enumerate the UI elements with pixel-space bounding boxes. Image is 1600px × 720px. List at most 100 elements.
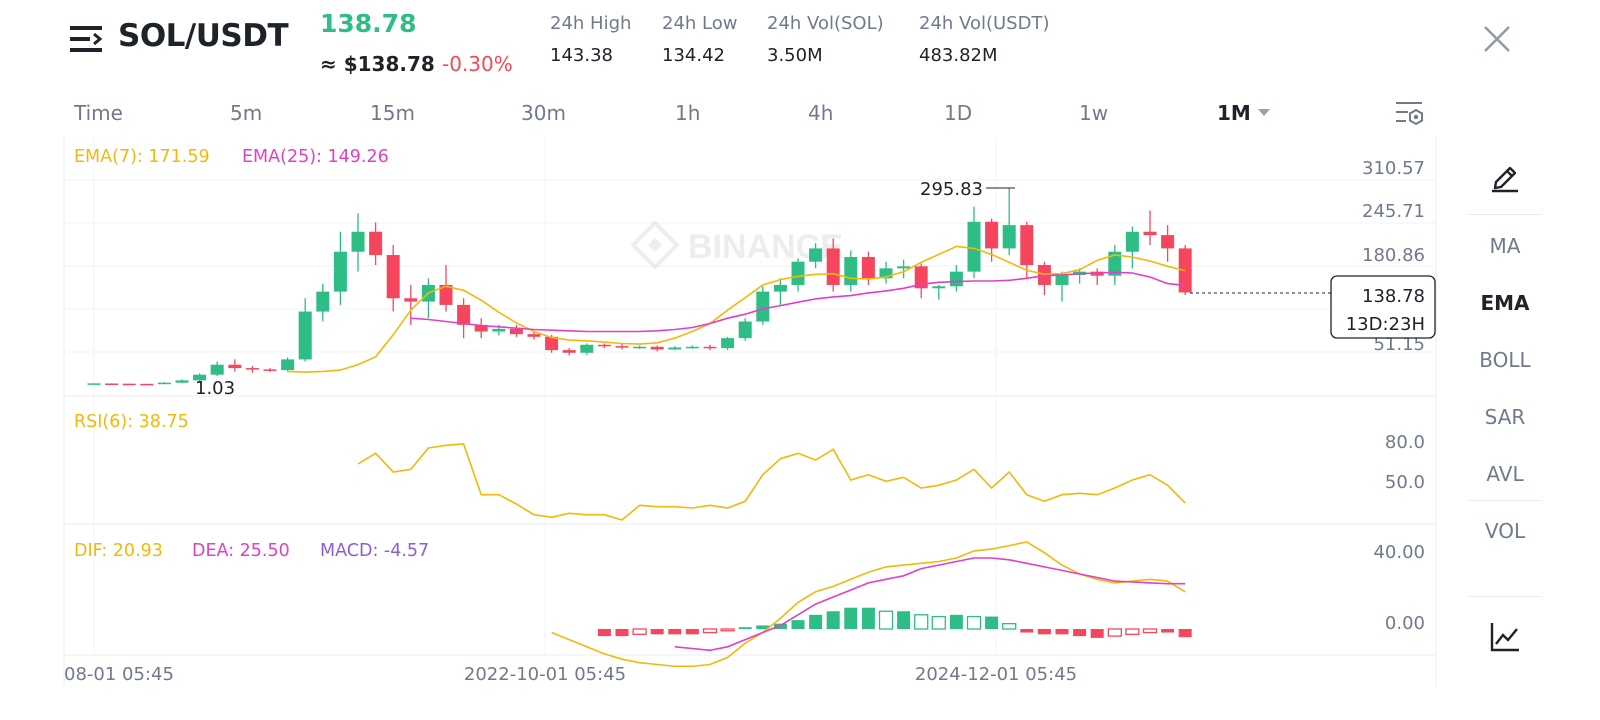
chart-settings-icon[interactable] (1394, 99, 1426, 129)
candle-body (703, 346, 717, 349)
price-tick: 180.86 (1362, 245, 1425, 266)
indicator-sar[interactable]: SAR (1484, 405, 1526, 429)
ema25-line (410, 271, 1186, 333)
macd-histogram-bar (985, 616, 999, 629)
indicator-boll[interactable]: BOLL (1479, 348, 1531, 372)
candle-body (615, 346, 629, 348)
macd-histogram-bar (685, 629, 699, 635)
macd-histogram-bar (615, 629, 629, 637)
candle-body (281, 359, 295, 371)
rsi-line (357, 443, 1186, 521)
tab-1h[interactable]: 1h (675, 101, 701, 125)
close-icon[interactable] (1480, 22, 1514, 56)
indicator-ema[interactable]: EMA (1480, 291, 1530, 315)
stat-label-24h-vol-sol: 24h Vol(SOL) (767, 13, 884, 34)
indicator-avl[interactable]: AVL (1486, 462, 1524, 486)
tab-time[interactable]: Time (74, 101, 123, 125)
candle-body (1161, 235, 1175, 249)
chevron-down-icon[interactable] (1258, 109, 1270, 116)
candle-body (633, 346, 647, 349)
candle-body (738, 321, 752, 339)
candle-body (773, 284, 787, 292)
macd-histogram-bar (931, 615, 946, 630)
candle-body (1125, 231, 1139, 252)
macd-histogram-bar (738, 627, 752, 629)
macd-histogram-bar (878, 610, 894, 630)
stat-label-24h-vol-usdt: 24h Vol(USDT) (919, 13, 1050, 34)
candle-body (721, 338, 735, 349)
candle-body (1108, 251, 1122, 276)
tab-4h[interactable]: 4h (808, 101, 834, 125)
usd-price: ≈ $138.78 (320, 52, 435, 76)
candle-body (474, 324, 488, 332)
candle-body (140, 383, 154, 386)
candle-body (316, 291, 330, 312)
tab-1m[interactable]: 1M (1217, 101, 1251, 125)
macd-histogram-bar (1090, 629, 1104, 638)
stat-value-24h-vol-usdt: 483.82M (919, 45, 998, 66)
candle-body (457, 304, 471, 325)
macd-series (551, 541, 1192, 668)
price-change-percent: -0.30% (442, 52, 513, 76)
candle-body (210, 364, 224, 375)
candle-body (351, 231, 365, 252)
menu-icon[interactable] (70, 24, 104, 54)
rsi-tick: 50.0 (1385, 472, 1425, 493)
macd-histogram-bar (966, 615, 982, 630)
macd-histogram-bar (949, 614, 963, 629)
tab-5m[interactable]: 5m (230, 101, 263, 125)
tab-1d[interactable]: 1D (944, 101, 973, 125)
macd-tick: 0.00 (1385, 613, 1425, 634)
candle-body (861, 257, 875, 279)
candle-body (1055, 274, 1069, 285)
macd-histogram-bar (668, 629, 682, 635)
ema7-line (287, 245, 1186, 373)
macd-histogram-bar (756, 625, 770, 629)
candle-body (245, 368, 259, 370)
rsi-line (357, 443, 1186, 521)
indicator-vol[interactable]: VOL (1484, 519, 1526, 543)
macd-histogram-bar (1161, 629, 1175, 633)
tab-30m[interactable]: 30m (521, 101, 566, 125)
macd-histogram-bar (1002, 623, 1017, 630)
indicator-ma[interactable]: MA (1489, 234, 1521, 258)
trading-pair-title[interactable]: SOL/USDT (118, 18, 289, 54)
legend-ema25: EMA(25): 149.26 (242, 147, 389, 167)
candle-body (580, 344, 594, 353)
candle-body (897, 266, 911, 269)
legend-dea: DEA: 25.50 (192, 541, 290, 561)
macd-histogram-bar (1178, 629, 1192, 638)
macd-histogram-bar (1107, 628, 1122, 637)
candle-body (879, 268, 893, 279)
stat-value-24h-low: 134.42 (662, 45, 725, 66)
candle-body (509, 328, 523, 335)
line-chart-icon[interactable] (1488, 620, 1522, 654)
macd-histogram-bar (597, 629, 611, 637)
macd-histogram-bar (1020, 629, 1034, 633)
candle-body (228, 364, 242, 369)
candle-countdown: 13D:23H (1346, 314, 1425, 335)
tab-15m[interactable]: 15m (370, 101, 415, 125)
candle-body (1002, 225, 1016, 249)
macd-histogram-bar (791, 620, 805, 629)
candle-body (105, 383, 119, 385)
tab-1w[interactable]: 1w (1079, 101, 1109, 125)
macd-histogram-bar (914, 614, 929, 630)
macd-histogram-bar (632, 628, 647, 635)
candle-body (439, 284, 453, 305)
candle-body (914, 266, 928, 289)
macd-tick: 40.00 (1373, 542, 1425, 563)
current-price-value: 138.78 (1362, 286, 1425, 307)
candle-body (949, 271, 963, 287)
candle-body (369, 231, 383, 256)
price-tick: 51.15 (1373, 334, 1425, 355)
legend-dif: DIF: 20.93 (74, 541, 163, 561)
candle-body (404, 298, 418, 302)
legend-macd: MACD: -4.57 (320, 541, 429, 561)
macd-histogram-bar (650, 629, 664, 635)
candle-body (193, 374, 207, 381)
pencil-draw-icon[interactable] (1488, 160, 1522, 194)
candle-body (122, 383, 136, 386)
macd-histogram-bar (1125, 628, 1140, 635)
